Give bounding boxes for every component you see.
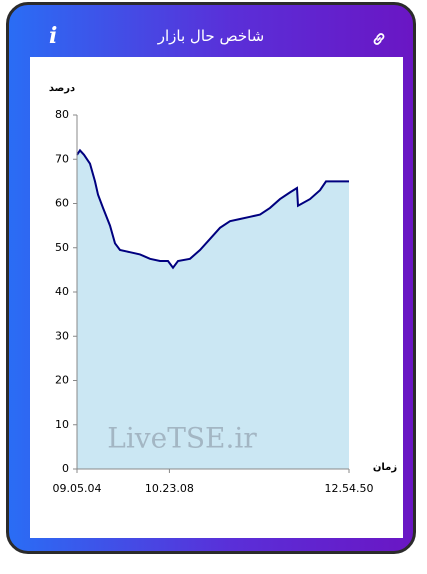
- y-tick-label: 20: [55, 374, 69, 387]
- link-icon[interactable]: [371, 31, 387, 47]
- x-tick-label: 12.54.50: [325, 482, 374, 495]
- y-tick-label: 10: [55, 418, 69, 431]
- y-tick-label: 60: [55, 197, 69, 210]
- x-tick-label: 10.23.08: [145, 482, 194, 495]
- y-axis-label: درصد: [49, 83, 75, 94]
- watermark: LiveTSE.ir: [107, 422, 257, 455]
- y-tick-label: 0: [62, 462, 69, 475]
- line: [76, 148, 349, 270]
- x-tick-label: 09.05.04: [53, 482, 102, 495]
- y-tick-label: 70: [55, 152, 69, 165]
- area: [77, 150, 349, 469]
- y-tick-label: 50: [55, 241, 69, 254]
- y-tick-label: 80: [55, 108, 69, 121]
- x-axis-label: زمان: [373, 462, 397, 473]
- info-button[interactable]: i: [49, 23, 58, 49]
- widget-title: شاخص حال بازار: [157, 27, 265, 45]
- y-tick-label: 30: [55, 329, 69, 342]
- y-tick-label: 40: [55, 285, 69, 298]
